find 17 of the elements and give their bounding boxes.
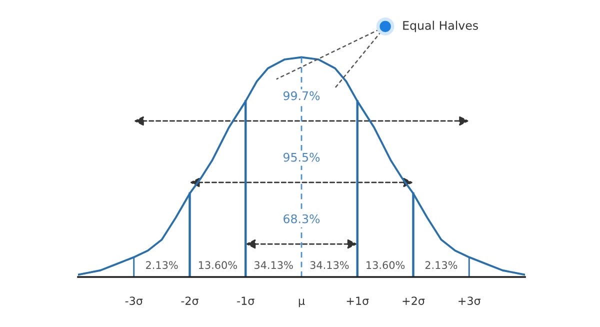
x-tick-label: -3σ	[125, 296, 143, 306]
annotation: 68.3%	[284, 214, 320, 224]
x-tick-label: +1σ	[346, 296, 369, 306]
x-tick-label: -2σ	[181, 296, 198, 306]
x-tick-label: -1σ	[237, 296, 254, 306]
x-tick-label: +3σ	[458, 296, 481, 306]
annotation: 13.60%	[366, 261, 405, 270]
annotation: 2.13%	[146, 261, 178, 270]
annotation: 95.5%	[283, 152, 320, 162]
text: Equal Halves	[403, 20, 478, 32]
annotation: 13.60%	[198, 261, 237, 270]
annotation: 34.13%	[310, 261, 349, 270]
x-tick-label: μ	[298, 298, 305, 308]
annotation: 2.13%	[425, 261, 458, 270]
annotation: 34.13%	[254, 261, 293, 270]
x-tick-label: +2σ	[402, 296, 425, 306]
annotation: 99.7%	[283, 91, 320, 100]
